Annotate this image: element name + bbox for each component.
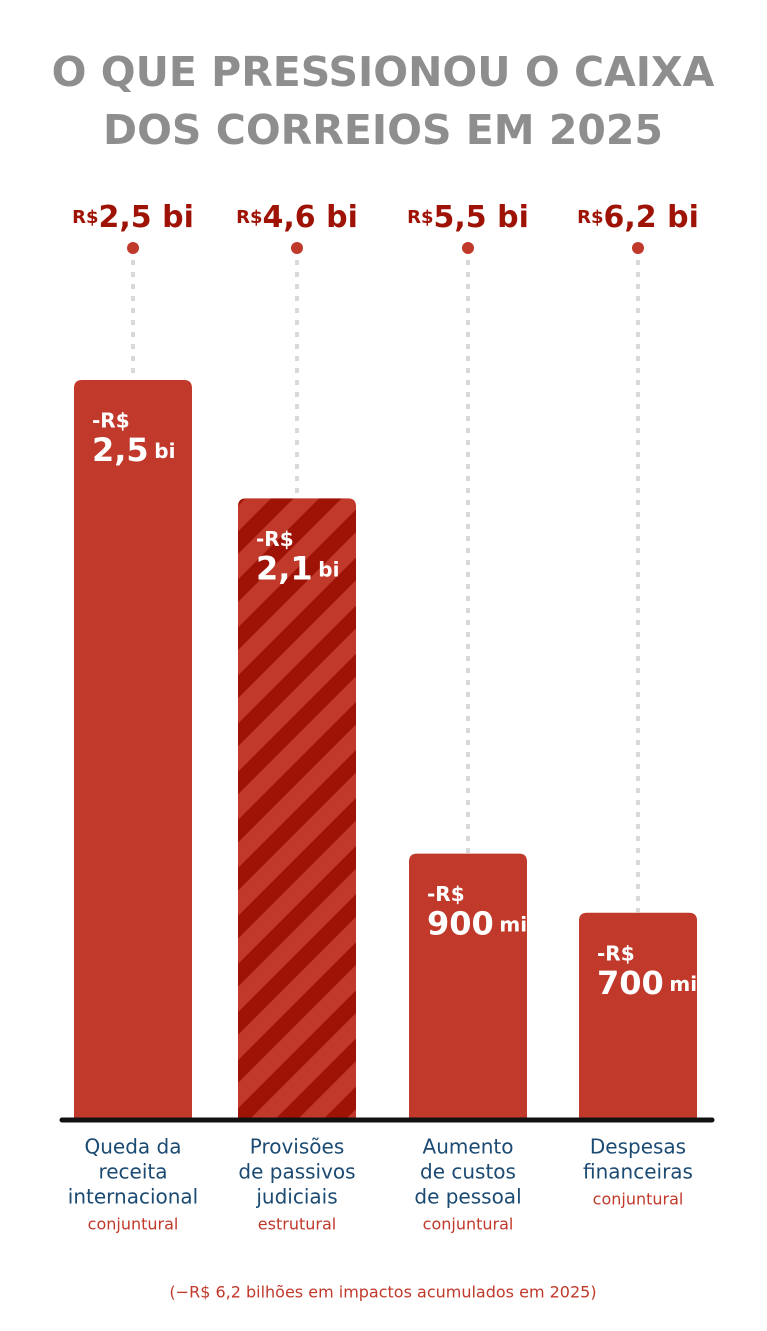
value-label: 2,5	[92, 431, 149, 469]
x-tick-label: Queda da	[85, 1135, 182, 1159]
value-label: mi	[669, 971, 697, 995]
value-label: 900	[427, 905, 494, 943]
value-label: 700 mi	[597, 964, 697, 1002]
value-label: -R$	[597, 941, 635, 965]
x-tick-label: receita	[98, 1160, 167, 1184]
category-kind: estrutural	[258, 1215, 336, 1234]
x-tick-label: internacional	[68, 1185, 198, 1209]
total-label: 2,5 bi	[99, 200, 194, 235]
total-label: R$2,5 bi	[72, 200, 194, 235]
category-kind: conjuntural	[88, 1215, 179, 1234]
total-label: R$5,5 bi	[407, 200, 529, 235]
value-label: -R$	[256, 527, 294, 551]
bar	[74, 380, 192, 1120]
connector-dot	[291, 242, 303, 254]
bar	[238, 498, 356, 1120]
chart-title: DOS CORREIOS EM 2025	[103, 106, 663, 154]
total-label: 5,5 bi	[434, 200, 529, 235]
value-label: -R$	[92, 409, 130, 433]
connector-dot	[462, 242, 474, 254]
category-kind: conjuntural	[423, 1215, 514, 1234]
x-tick-label: de passivos	[238, 1160, 355, 1184]
connector-dot	[127, 242, 139, 254]
value-label: 900 mi	[427, 905, 527, 943]
x-tick-label: Aumento	[423, 1135, 514, 1159]
value-label: bi	[318, 557, 339, 581]
total-label: R$	[407, 207, 433, 228]
x-tick-label: financeiras	[583, 1160, 693, 1184]
value-label: 2,1	[256, 549, 313, 587]
value-label: 2,1 bi	[256, 549, 339, 587]
value-label: 700	[597, 964, 664, 1002]
total-label: R$6,2 bi	[577, 200, 699, 235]
category-kind: conjuntural	[593, 1190, 684, 1209]
x-tick-label: Provisões	[250, 1135, 345, 1159]
total-label: R$4,6 bi	[236, 200, 358, 235]
x-tick-label: de pessoal	[414, 1185, 521, 1209]
total-label: 4,6 bi	[263, 200, 358, 235]
bar	[409, 853, 527, 1120]
total-label: R$	[236, 207, 262, 228]
footnote: (−R$ 6,2 bilhões em impactos acumulados …	[169, 1283, 596, 1302]
x-tick-label: Despesas	[590, 1135, 686, 1159]
total-label: R$	[577, 207, 603, 228]
value-label: mi	[499, 912, 527, 936]
value-label: -R$	[427, 882, 465, 906]
x-tick-label: judiciais	[255, 1185, 337, 1209]
total-label: R$	[72, 207, 98, 228]
chart-title: O QUE PRESSIONOU O CAIXA	[52, 48, 715, 96]
value-label: bi	[154, 439, 175, 463]
connector-dot	[632, 242, 644, 254]
total-label: 6,2 bi	[604, 200, 699, 235]
value-label: 2,5 bi	[92, 431, 175, 469]
x-tick-label: de custos	[420, 1160, 516, 1184]
bar	[579, 912, 697, 1120]
